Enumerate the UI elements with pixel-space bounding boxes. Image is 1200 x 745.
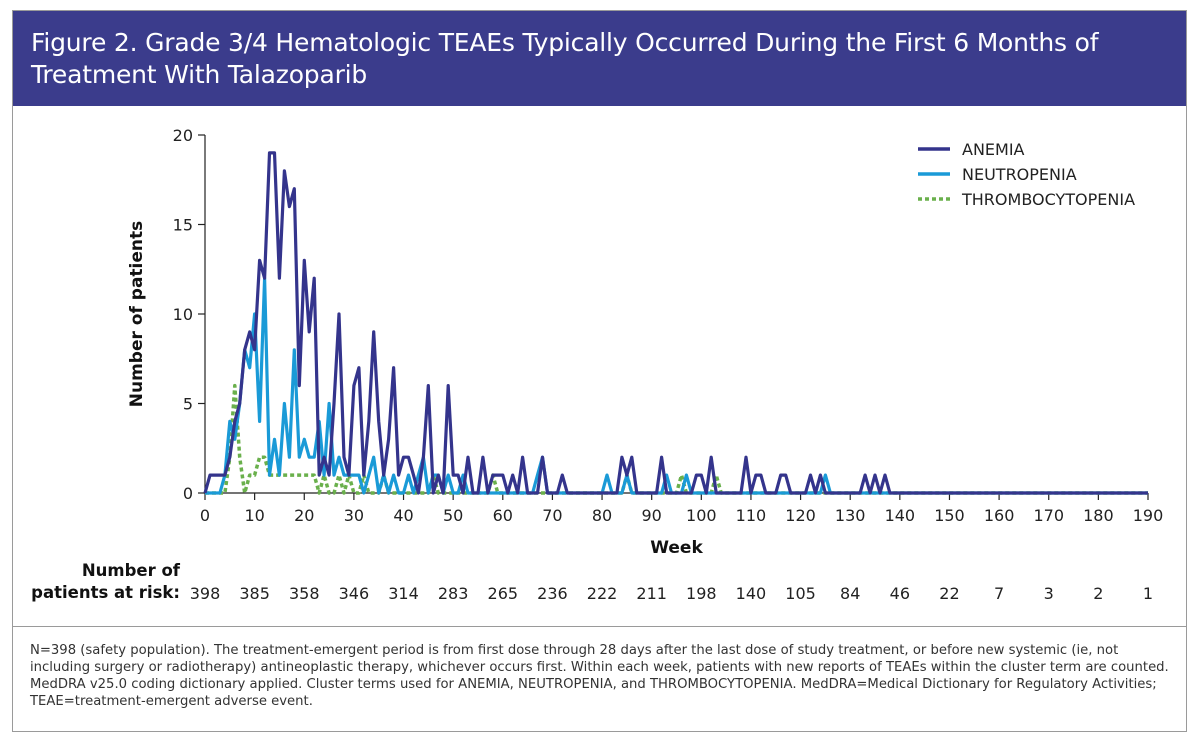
at-risk-value: 198 — [686, 584, 717, 603]
at-risk-value: 22 — [939, 584, 959, 603]
x-tick-label: 110 — [736, 506, 767, 525]
x-tick-label: 0 — [200, 506, 210, 525]
at-risk-value: 105 — [785, 584, 816, 603]
x-tick-label: 150 — [934, 506, 965, 525]
x-tick-label: 50 — [443, 506, 463, 525]
legend-label-thrombocytopenia: THROMBOCYTOPENIA — [961, 190, 1135, 209]
footnote-divider — [12, 626, 1187, 627]
at-risk-value: 7 — [994, 584, 1004, 603]
legend-label-neutropenia: NEUTROPENIA — [962, 165, 1077, 184]
at-risk-value: 314 — [388, 584, 419, 603]
at-risk-value: 265 — [488, 584, 519, 603]
line-chart: 0 5 10 15 20 0 10 20 30 40 50 60 70 80 90 100 110 120 130 1… — [127, 126, 1164, 603]
at-risk-value: 46 — [890, 584, 910, 603]
y-tick-label: 15 — [173, 216, 193, 235]
x-tick-label: 60 — [493, 506, 513, 525]
y-tick-label: 0 — [183, 484, 193, 503]
at-risk-value: 346 — [339, 584, 370, 603]
at-risk-value: 2 — [1093, 584, 1103, 603]
x-axis-title: Week — [650, 538, 703, 558]
y-tick-label: 5 — [183, 395, 193, 414]
x-tick-label: 100 — [686, 506, 717, 525]
x-tick-label: 70 — [542, 506, 562, 525]
at-risk-value: 283 — [438, 584, 469, 603]
at-risk-value: 84 — [840, 584, 860, 603]
figure-frame: Figure 2. Grade 3/4 Hematologic TEAEs Ty… — [12, 10, 1187, 732]
x-tick-label: 180 — [1083, 506, 1114, 525]
at-risk-label-line1: Number of — [81, 561, 180, 580]
x-tick-label: 190 — [1133, 506, 1164, 525]
x-tick-label: 140 — [885, 506, 916, 525]
x-tick-label: 20 — [294, 506, 314, 525]
x-tick-label: 80 — [592, 506, 612, 525]
at-risk-value: 385 — [239, 584, 270, 603]
figure-title: Figure 2. Grade 3/4 Hematologic TEAEs Ty… — [31, 28, 1099, 89]
y-tick-label: 20 — [173, 126, 193, 145]
x-tick-label: 30 — [344, 506, 364, 525]
at-risk-label: Number of patients at risk: — [14, 560, 180, 604]
x-tick-label: 170 — [1033, 506, 1064, 525]
y-tick-label: 10 — [173, 305, 193, 324]
footnote: N=398 (safety population). The treatment… — [30, 643, 1169, 709]
at-risk-value: 3 — [1044, 584, 1054, 603]
at-risk-value: 358 — [289, 584, 320, 603]
x-tick-label: 160 — [984, 506, 1015, 525]
x-tick-label: 130 — [835, 506, 866, 525]
x-tick-label: 90 — [642, 506, 662, 525]
at-risk-value: 398 — [190, 584, 221, 603]
y-axis-title: Number of patients — [127, 221, 147, 408]
legend-label-anemia: ANEMIA — [962, 140, 1025, 159]
x-tick-label: 120 — [785, 506, 816, 525]
x-tick-label: 10 — [244, 506, 264, 525]
series-line-anemia — [203, 151, 1148, 495]
at-risk-value: 1 — [1143, 584, 1153, 603]
at-risk-label-line2: patients at risk: — [31, 583, 180, 602]
x-tick-label: 40 — [393, 506, 413, 525]
at-risk-value: 236 — [537, 584, 568, 603]
figure-header: Figure 2. Grade 3/4 Hematologic TEAEs Ty… — [13, 11, 1186, 106]
at-risk-value: 211 — [636, 584, 667, 603]
series-line-neutropenia — [205, 276, 1148, 495]
at-risk-value: 140 — [736, 584, 767, 603]
at-risk-value: 222 — [587, 584, 618, 603]
series-line-thrombocytopenia — [205, 383, 1148, 495]
